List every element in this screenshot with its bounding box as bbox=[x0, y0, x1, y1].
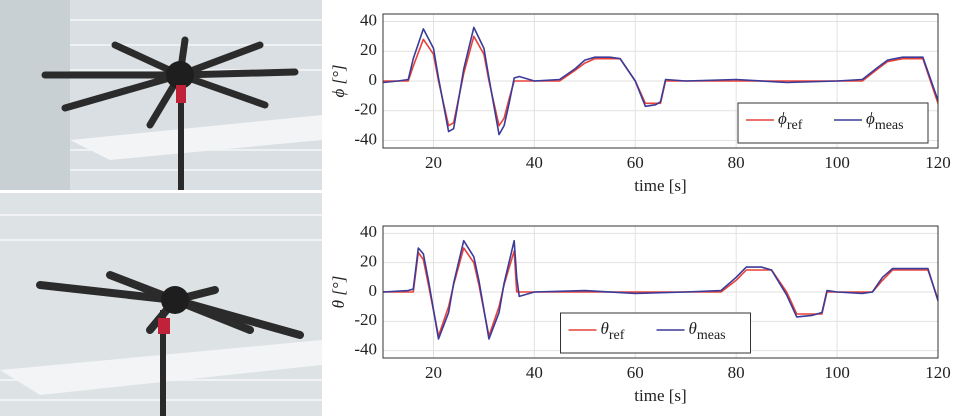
plot-frame bbox=[382, 13, 939, 149]
photo-bottom bbox=[0, 193, 322, 416]
legend: θref θmeas bbox=[560, 312, 751, 354]
y-tick-label: 40 bbox=[360, 10, 377, 29]
x-tick-label: 120 bbox=[925, 363, 951, 382]
series-line bbox=[382, 26, 939, 136]
y-tick-label: 40 bbox=[360, 222, 377, 241]
y-tick-label: 0 bbox=[369, 281, 378, 300]
legend-label: ϕmeas bbox=[866, 109, 904, 133]
x-tick-label: 80 bbox=[728, 153, 745, 172]
legend-box bbox=[737, 102, 929, 144]
x-tick-label: 80 bbox=[728, 363, 745, 382]
x-tick-label: 120 bbox=[925, 153, 951, 172]
y-axis-label: ϕ [°] bbox=[329, 64, 348, 97]
y-tick-label: -20 bbox=[354, 310, 377, 329]
legend-label: θref bbox=[601, 319, 625, 343]
x-tick-label: 20 bbox=[425, 363, 442, 382]
x-tick-label: 60 bbox=[627, 153, 644, 172]
photo-top bbox=[0, 0, 322, 190]
legend-box bbox=[560, 312, 751, 354]
y-tick-label: 20 bbox=[360, 40, 377, 59]
legend-label: θmeas bbox=[689, 319, 726, 343]
x-tick-label: 40 bbox=[526, 363, 543, 382]
plot-frame bbox=[382, 225, 939, 359]
legend-label: ϕref bbox=[778, 109, 803, 133]
x-tick-label: 20 bbox=[425, 153, 442, 172]
y-tick-label: 20 bbox=[360, 252, 377, 271]
y-tick-label: -20 bbox=[354, 100, 377, 119]
y-tick-label: -40 bbox=[354, 129, 377, 148]
x-tick-label: 40 bbox=[526, 153, 543, 172]
x-axis-label: time [s] bbox=[634, 176, 686, 195]
y-axis-label: θ [°] bbox=[329, 276, 348, 309]
legend: ϕref ϕmeas bbox=[737, 102, 929, 144]
x-axis-label: time [s] bbox=[634, 386, 686, 405]
series-line bbox=[382, 239, 939, 340]
y-tick-label: 0 bbox=[369, 70, 378, 89]
y-tick-label: -40 bbox=[354, 340, 377, 359]
x-tick-label: 100 bbox=[824, 153, 850, 172]
x-tick-label: 100 bbox=[824, 363, 850, 382]
x-tick-label: 60 bbox=[627, 363, 644, 382]
